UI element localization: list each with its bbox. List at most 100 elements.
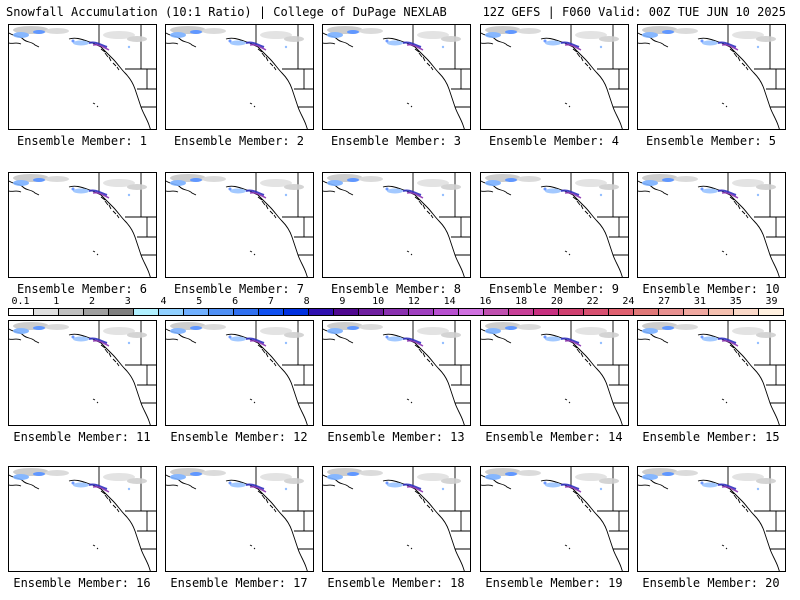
colorbar-segment [59,309,84,315]
map-panel-member-11 [8,320,157,426]
colorbar-segment [359,309,384,315]
colorbar-segment [259,309,284,315]
snowfall-overlay [13,468,147,493]
colorbar-segment [409,309,434,315]
snowfall-overlay [485,174,619,199]
panel-label-member-18: Ensemble Member: 18 [327,576,465,590]
map-panel-member-13 [322,320,471,426]
panel-label-member-1: Ensemble Member: 1 [16,134,148,148]
colorbar-tick-label: 35 [729,296,742,307]
map-canvas [9,173,156,277]
map-panel-member-15 [637,320,786,426]
map-panel-member-6 [8,172,157,278]
panel-label-member-16: Ensemble Member: 16 [13,576,151,590]
colorbar-segment [34,309,59,315]
snowfall-overlay [485,322,619,347]
colorbar-segment [284,309,309,315]
map-canvas [638,173,785,277]
colorbar-segment [9,309,34,315]
map-panel-member-1 [8,24,157,130]
snowfall-overlay [13,322,147,347]
map-panel-member-2 [165,24,314,130]
map-canvas [166,321,313,425]
colorbar-segment [734,309,759,315]
map-canvas [481,321,628,425]
snowfall-colorbar [8,308,784,316]
map-canvas [638,321,785,425]
snowfall-overlay [327,468,461,493]
snowfall-overlay [485,468,619,493]
panel-label-member-15: Ensemble Member: 15 [642,430,780,444]
colorbar-tick-label: 3 [124,296,131,307]
colorbar-segment [434,309,459,315]
snowfall-overlay [642,322,776,347]
colorbar-tick-label: 18 [515,296,528,307]
snowfall-overlay [13,174,147,199]
colorbar-tick-label: 12 [407,296,420,307]
colorbar-tick-label: 31 [693,296,706,307]
map-panel-member-12 [165,320,314,426]
panel-label-member-8: Ensemble Member: 8 [330,282,462,296]
panel-label-member-20: Ensemble Member: 20 [642,576,780,590]
snowfall-overlay [327,26,461,51]
colorbar-tick-label: 10 [372,296,385,307]
snowfall-overlay [642,468,776,493]
snowfall-overlay [170,468,304,493]
colorbar-segment [609,309,634,315]
run-info: 12Z GEFS | F060 Valid: 00Z TUE JUN 10 20… [482,5,786,19]
map-canvas [9,321,156,425]
colorbar-tick-label: 9 [339,296,346,307]
map-canvas [9,467,156,571]
panel-label-member-4: Ensemble Member: 4 [488,134,620,148]
colorbar-segment [659,309,684,315]
colorbar-segment [684,309,709,315]
colorbar-segment [309,309,334,315]
colorbar-tick-label: 24 [622,296,635,307]
map-panel-member-18 [322,466,471,572]
snowfall-overlay [13,26,147,51]
colorbar-tick-label: 7 [267,296,274,307]
panel-label-member-12: Ensemble Member: 12 [170,430,308,444]
map-panel-member-3 [322,24,471,130]
colorbar-segment [109,309,134,315]
map-panel-member-4 [480,24,629,130]
snowfall-overlay [327,322,461,347]
colorbar-tick-label: 2 [89,296,96,307]
map-panel-member-16 [8,466,157,572]
colorbar-segment [584,309,609,315]
snowfall-overlay [170,322,304,347]
map-panel-member-9 [480,172,629,278]
colorbar-tick-label: 4 [160,296,167,307]
colorbar-tick-label: 14 [443,296,456,307]
colorbar-segment [759,309,783,315]
map-panel-member-5 [637,24,786,130]
colorbar-tick-label: 16 [479,296,492,307]
map-canvas [166,25,313,129]
panel-label-member-5: Ensemble Member: 5 [645,134,777,148]
colorbar-tick-label: 20 [550,296,563,307]
panel-label-member-19: Ensemble Member: 19 [485,576,623,590]
colorbar-segment [534,309,559,315]
snowfall-overlay [485,26,619,51]
colorbar-segment [84,309,109,315]
colorbar-tick-label: 22 [586,296,599,307]
colorbar-segment [159,309,184,315]
colorbar-segment [334,309,359,315]
map-canvas [9,25,156,129]
map-panel-member-14 [480,320,629,426]
panel-label-member-14: Ensemble Member: 14 [485,430,623,444]
colorbar-segment [234,309,259,315]
colorbar-tick-label: 39 [765,296,778,307]
map-panel-member-20 [637,466,786,572]
panel-label-member-2: Ensemble Member: 2 [173,134,305,148]
map-panel-member-17 [165,466,314,572]
panel-label-member-7: Ensemble Member: 7 [173,282,305,296]
colorbar-segment [709,309,734,315]
map-panel-member-7 [165,172,314,278]
map-panel-member-19 [480,466,629,572]
map-canvas [481,173,628,277]
colorbar-segment [484,309,509,315]
colorbar-tick-label: 8 [303,296,310,307]
panel-label-member-17: Ensemble Member: 17 [170,576,308,590]
colorbar-segment [559,309,584,315]
